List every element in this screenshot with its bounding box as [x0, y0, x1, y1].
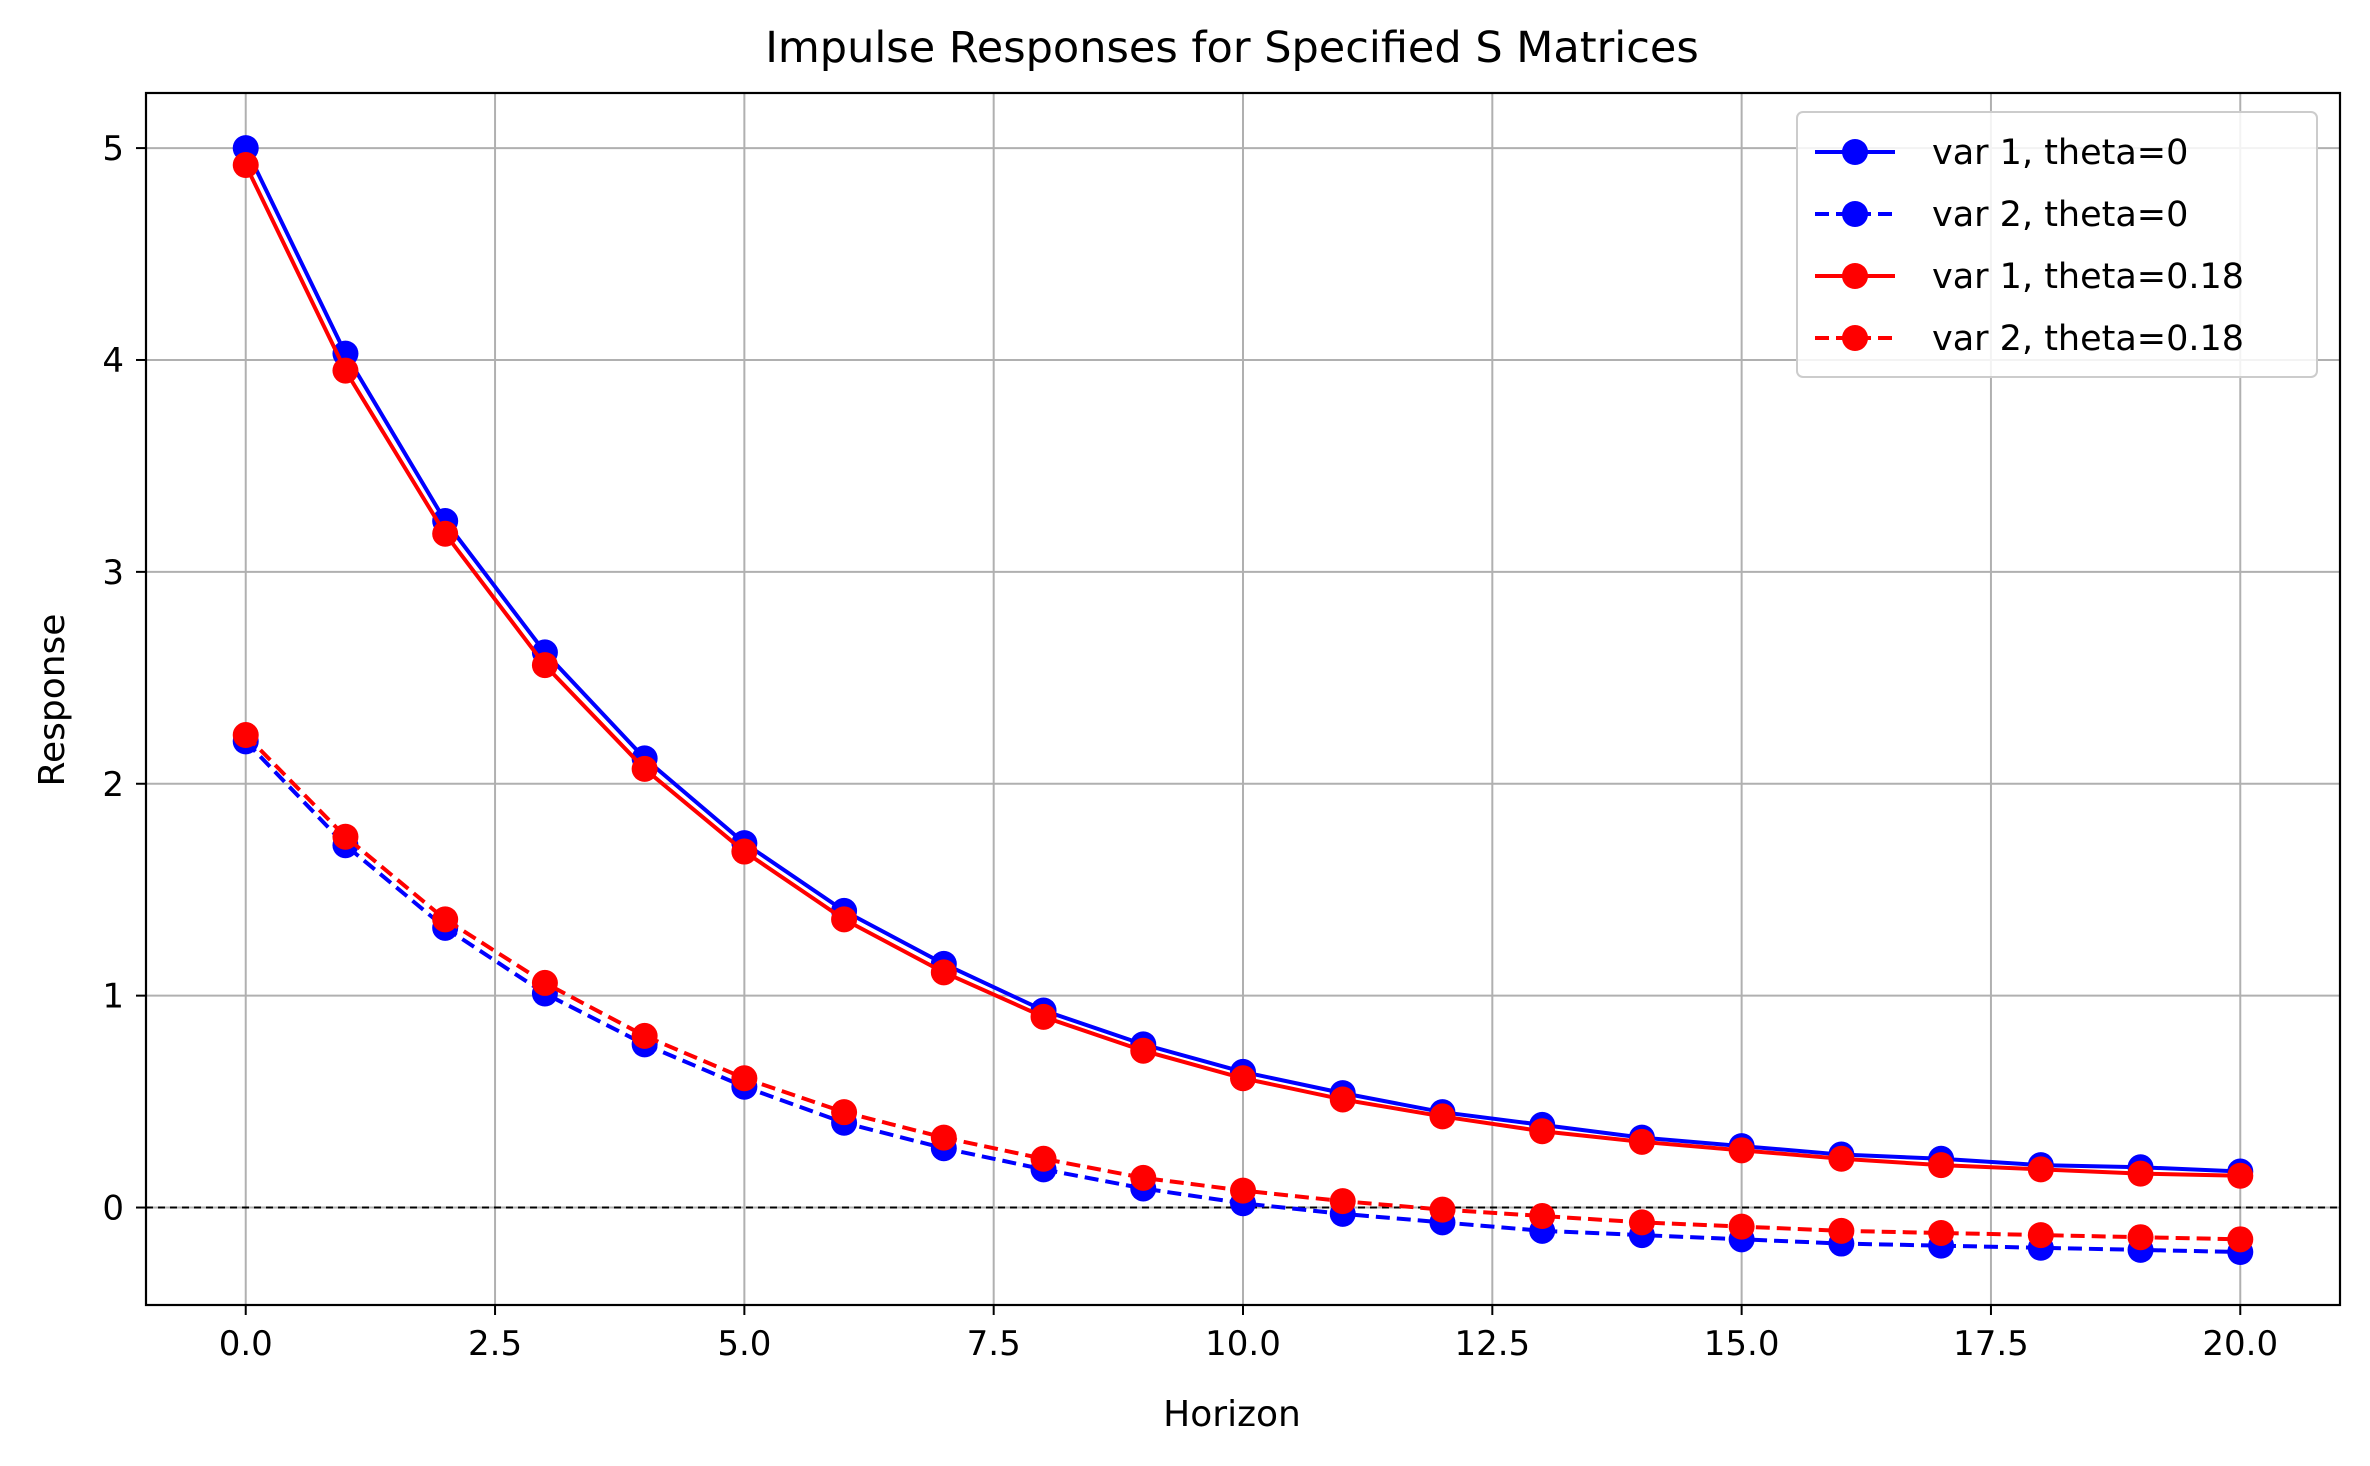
legend-marker: [1842, 139, 1868, 165]
data-point: [930, 1124, 957, 1151]
legend-marker: [1842, 325, 1868, 351]
data-point: [1429, 1103, 1456, 1130]
data-point: [1828, 1217, 1855, 1244]
x-tick-label: 2.5: [468, 1324, 522, 1364]
data-point: [432, 906, 459, 933]
data-point: [731, 1065, 758, 1092]
chart-title: Impulse Responses for Specified S Matric…: [765, 23, 1699, 73]
series-layer: [232, 135, 2254, 1266]
data-point: [2027, 1222, 2054, 1249]
data-point: [1728, 1137, 1755, 1164]
data-point: [232, 722, 259, 749]
data-point: [1030, 1145, 1057, 1172]
data-point: [1529, 1203, 1556, 1230]
y-tick-label: 5: [102, 129, 124, 169]
data-point: [2127, 1160, 2154, 1187]
y-tick-label: 0: [102, 1189, 124, 1229]
y-tick-label: 1: [102, 977, 124, 1017]
series-4: [232, 722, 2254, 1253]
legend-label: var 1, theta=0.18: [1932, 257, 2244, 297]
x-tick-label: 10.0: [1205, 1324, 1281, 1364]
data-point: [2227, 1226, 2254, 1253]
y-tick-label: 4: [102, 341, 124, 381]
data-point: [1230, 1177, 1256, 1204]
series-3: [232, 152, 2254, 1189]
data-point: [631, 1022, 658, 1049]
data-point: [1928, 1219, 1955, 1246]
x-tick-label: 15.0: [1704, 1324, 1780, 1364]
data-point: [432, 520, 459, 547]
data-point: [1728, 1213, 1755, 1240]
legend: var 1, theta=0 var 2, theta=0 var 1, theta…: [1796, 111, 2318, 378]
data-point: [2227, 1162, 2254, 1189]
data-point: [831, 1099, 858, 1126]
legend-entry: var 2, theta=0.18: [1815, 319, 2244, 359]
data-point: [1130, 1164, 1157, 1191]
data-point: [531, 652, 558, 679]
legend-label: var 2, theta=0: [1932, 195, 2188, 235]
data-point: [1429, 1196, 1456, 1223]
y-tick-label: 2: [102, 765, 124, 805]
data-point: [1928, 1152, 1955, 1179]
legend-entry: var 1, theta=0.18: [1815, 257, 2244, 297]
data-point: [1628, 1128, 1655, 1155]
axis-ticks: 0.0 2.5 5.0 7.5 10.0 12.5 15.0 17.5 20.0 0 1 2 3 4 5: [102, 129, 2278, 1364]
data-point: [531, 969, 558, 996]
data-point: [232, 152, 259, 179]
data-point: [831, 906, 858, 933]
x-axis-label: Horizon: [1163, 1394, 1301, 1435]
legend-entry: var 2, theta=0: [1815, 195, 2188, 235]
legend-marker: [1842, 263, 1868, 289]
data-point: [1628, 1209, 1655, 1236]
y-axis-label: Response: [32, 614, 73, 787]
legend-entry: var 1, theta=0: [1815, 133, 2188, 173]
data-point: [930, 959, 957, 986]
data-point: [1130, 1037, 1157, 1064]
x-tick-label: 5.0: [717, 1324, 771, 1364]
legend-label: var 2, theta=0.18: [1932, 319, 2244, 359]
data-point: [332, 823, 359, 850]
data-point: [1329, 1188, 1356, 1215]
data-point: [1529, 1118, 1556, 1145]
x-tick-label: 0.0: [219, 1324, 273, 1364]
x-tick-label: 7.5: [967, 1324, 1021, 1364]
y-tick-label: 3: [102, 553, 124, 593]
x-tick-label: 20.0: [2202, 1324, 2278, 1364]
data-point: [1230, 1065, 1256, 1092]
legend-box: [1796, 111, 2318, 378]
x-tick-label: 17.5: [1953, 1324, 2029, 1364]
data-point: [2027, 1156, 2054, 1183]
data-point: [731, 838, 758, 865]
legend-label: var 1, theta=0: [1932, 133, 2188, 173]
data-point: [1329, 1086, 1356, 1113]
x-tick-label: 12.5: [1454, 1324, 1530, 1364]
data-point: [2127, 1224, 2154, 1251]
data-point: [1828, 1145, 1855, 1172]
legend-marker: [1842, 201, 1868, 227]
data-point: [631, 755, 658, 782]
data-point: [332, 357, 359, 384]
data-point: [1030, 1003, 1057, 1030]
